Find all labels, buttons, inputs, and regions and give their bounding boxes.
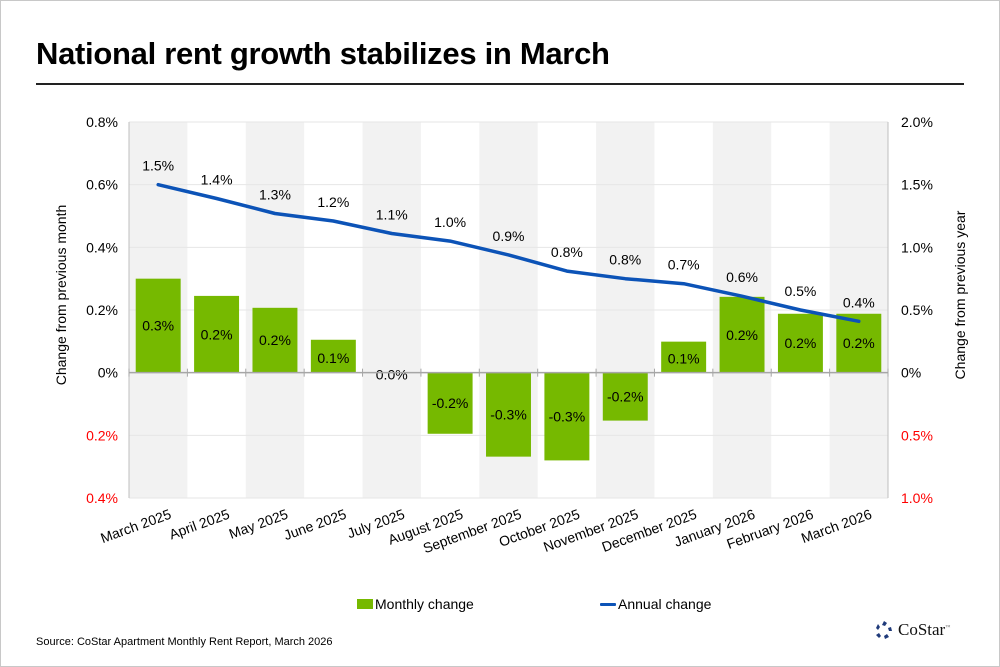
legend-label-monthly: Monthly change bbox=[375, 596, 474, 612]
bar-data-label: -0.2% bbox=[607, 389, 644, 405]
line-data-label: 1.3% bbox=[259, 186, 291, 202]
logo-trademark: ™ bbox=[945, 625, 951, 631]
bar-data-label: 0.1% bbox=[668, 351, 700, 367]
bar-monthly-change bbox=[135, 278, 181, 373]
costar-star-logo-icon bbox=[876, 621, 892, 639]
bar-monthly-change bbox=[252, 307, 298, 373]
left-axis-title: Change from previous month bbox=[53, 205, 69, 386]
x-axis-category-label: June 2025 bbox=[281, 506, 348, 543]
legend-item-monthly: Monthly change bbox=[357, 596, 474, 612]
logo-text: CoStar bbox=[898, 620, 946, 639]
bar-monthly-change bbox=[602, 372, 648, 421]
chart-title: National rent growth stabilizes in March bbox=[36, 36, 610, 71]
line-annual-change bbox=[156, 182, 861, 324]
line-data-label: 1.2% bbox=[317, 194, 349, 210]
legend-swatch-line-icon bbox=[600, 602, 616, 606]
line-data-label: 0.8% bbox=[551, 244, 583, 260]
left-axis-tick-label: 0.2% bbox=[86, 427, 118, 443]
legend-item-annual: Annual change bbox=[600, 596, 711, 612]
legend-label-annual: Annual change bbox=[618, 596, 712, 612]
bar-data-label: 0.1% bbox=[317, 350, 349, 366]
left-axis-tick-label: 0.4% bbox=[86, 239, 118, 255]
bar-data-label: 0.3% bbox=[142, 318, 174, 334]
bar-data-label: 0.2% bbox=[726, 327, 758, 343]
right-axis-tick-label: 0.5% bbox=[901, 427, 933, 443]
bar-data-label: 0.2% bbox=[201, 326, 233, 342]
line-data-label: 0.8% bbox=[609, 252, 641, 268]
line-data-label: 1.0% bbox=[434, 214, 466, 230]
bar-monthly-change bbox=[544, 372, 590, 461]
bar-data-label: 0.2% bbox=[843, 335, 875, 351]
right-axis-title: Change from previous year bbox=[952, 210, 968, 379]
bar-monthly-change bbox=[777, 313, 823, 373]
right-axis-tick-label: 1.0% bbox=[901, 490, 933, 506]
bar-monthly-change bbox=[486, 372, 531, 457]
title-divider bbox=[36, 83, 964, 85]
right-axis-tick-label: 0% bbox=[901, 365, 921, 381]
bar-data-label: -0.3% bbox=[490, 407, 527, 423]
bar-data-label: 0.2% bbox=[259, 332, 291, 348]
bar-data-label: -0.2% bbox=[432, 395, 469, 411]
line-data-label: 0.4% bbox=[843, 294, 875, 310]
bar-monthly-change bbox=[661, 341, 707, 373]
right-axis-tick-label: 1.0% bbox=[901, 239, 933, 255]
right-axis-tick-label: 1.5% bbox=[901, 177, 933, 193]
left-axis-tick-label: 0.8% bbox=[86, 114, 118, 130]
right-axis-tick-label: 2.0% bbox=[901, 114, 933, 130]
bar-data-label: 0.2% bbox=[784, 335, 816, 351]
line-data-label: 1.1% bbox=[376, 207, 408, 223]
line-data-label: 1.4% bbox=[201, 171, 233, 187]
line-data-label: 1.5% bbox=[142, 158, 174, 174]
line-data-label: 0.6% bbox=[726, 269, 758, 285]
x-axis-category-label: May 2025 bbox=[227, 506, 290, 542]
left-axis-tick-label: 0.6% bbox=[86, 177, 118, 193]
costar-logo: CoStar™ bbox=[874, 620, 950, 640]
x-axis-category-label: March 2025 bbox=[98, 506, 173, 546]
left-axis-tick-label: 0.2% bbox=[86, 302, 118, 318]
right-axis-tick-label: 0.5% bbox=[901, 302, 933, 318]
x-axis-category-label: April 2025 bbox=[167, 506, 232, 543]
legend-swatch-bar-icon bbox=[357, 599, 373, 609]
left-axis-tick-label: 0.4% bbox=[86, 490, 118, 506]
bar-data-label: -0.3% bbox=[549, 409, 586, 425]
bar-monthly-change bbox=[310, 339, 356, 373]
source-note: Source: CoStar Apartment Monthly Rent Re… bbox=[36, 636, 333, 648]
left-axis-tick-label: 0% bbox=[98, 365, 118, 381]
bar-monthly-change bbox=[194, 295, 240, 373]
logo-wordmark: CoStar™ bbox=[898, 620, 950, 640]
bar-monthly-change bbox=[719, 296, 765, 373]
line-data-label: 0.9% bbox=[493, 228, 525, 244]
bar-data-label: 0.0% bbox=[376, 367, 408, 383]
bar-monthly-change bbox=[427, 372, 473, 434]
line-data-label: 0.7% bbox=[668, 257, 700, 273]
bar-monthly-change bbox=[836, 313, 882, 373]
line-data-label: 0.5% bbox=[784, 283, 816, 299]
